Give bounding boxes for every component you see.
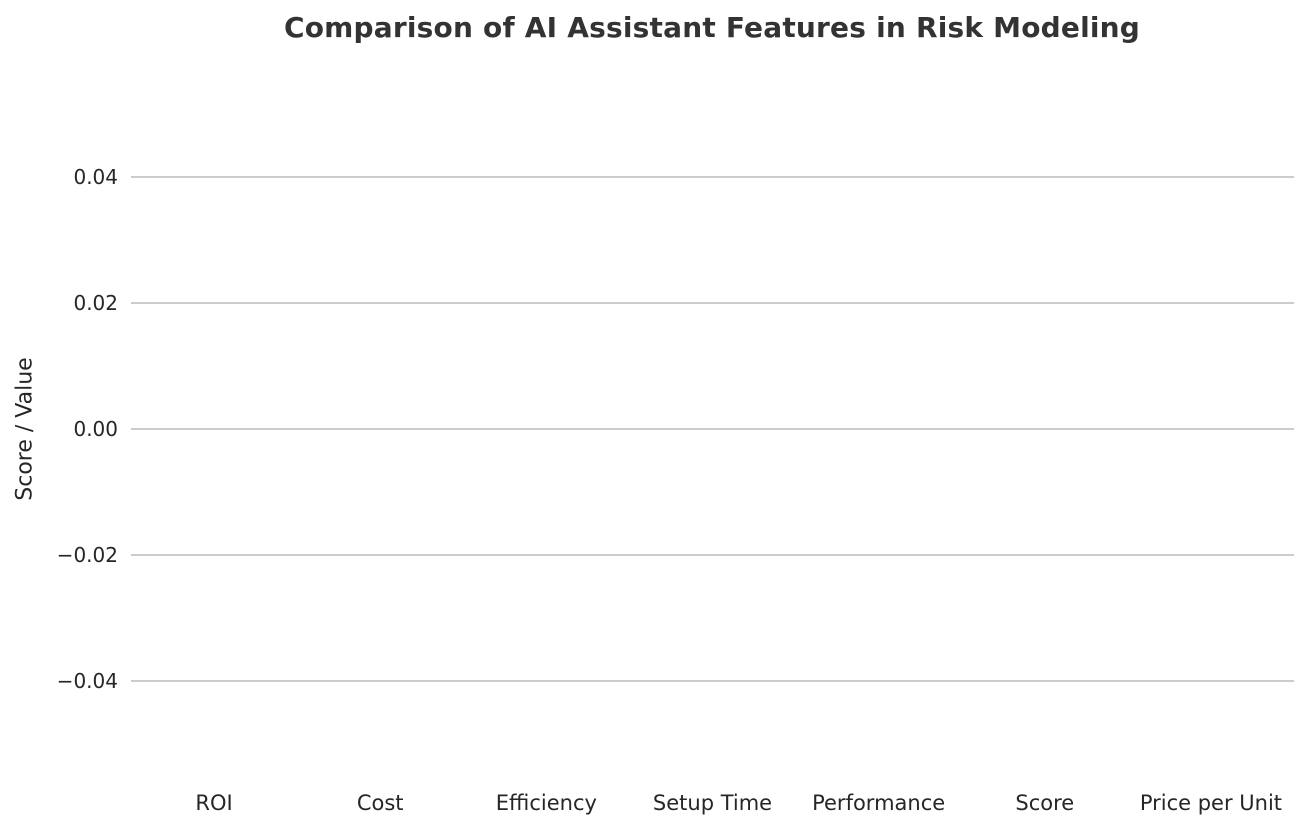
x-tick-label: Cost <box>356 791 404 815</box>
gridline <box>131 176 1294 178</box>
x-tick-label: Score <box>1015 791 1075 815</box>
chart-title: Comparison of AI Assistant Features in R… <box>283 11 1141 44</box>
x-tick-label: Performance <box>812 791 946 815</box>
y-tick-label: 0.04 <box>73 165 118 189</box>
y-tick-label: 0.00 <box>73 417 118 441</box>
y-tick-label: −0.02 <box>56 543 118 567</box>
x-tick-label: Price per Unit <box>1139 791 1283 815</box>
x-tick-label: Setup Time <box>652 791 773 815</box>
y-tick-label: 0.02 <box>73 291 118 315</box>
gridline <box>131 680 1294 682</box>
y-tick-label: −0.04 <box>56 669 118 693</box>
gridline <box>131 302 1294 304</box>
x-tick-label: ROI <box>195 791 233 815</box>
x-tick-label: Efficiency <box>495 791 597 815</box>
gridline <box>131 554 1294 556</box>
gridline <box>131 428 1294 430</box>
